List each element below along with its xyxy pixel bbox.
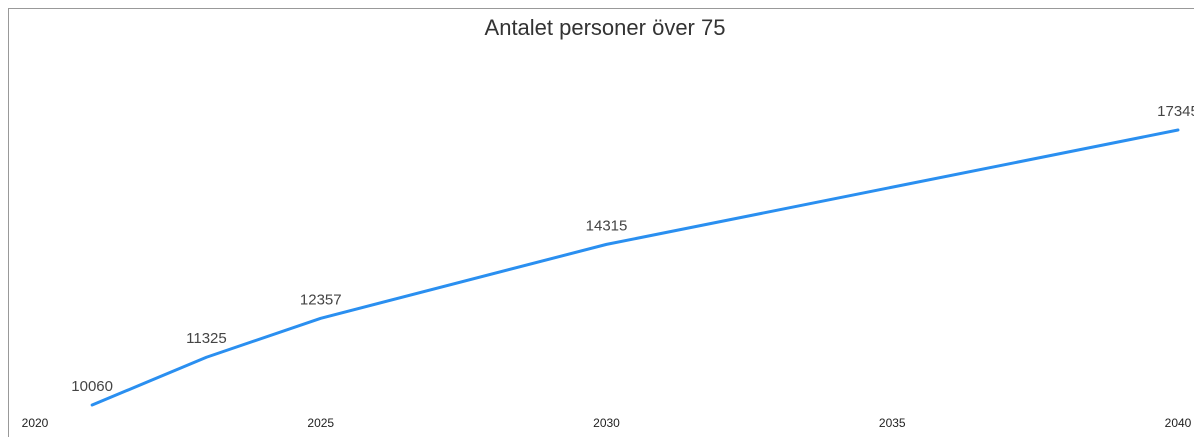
data-label: 10060 — [71, 378, 113, 395]
data-label: 14315 — [586, 217, 628, 234]
data-label: 12357 — [300, 291, 342, 308]
x-tick-label: 2040 — [1165, 416, 1192, 430]
x-tick-label: 2025 — [307, 416, 334, 430]
chart-title: Antalet personer över 75 — [485, 15, 726, 40]
data-label: 11325 — [186, 330, 227, 347]
x-tick-label: 2030 — [593, 416, 620, 430]
chart-frame — [8, 8, 1194, 437]
data-label: 17345 — [1157, 103, 1194, 120]
x-tick-label: 2035 — [879, 416, 906, 430]
x-tick-label: 2020 — [22, 416, 49, 430]
data-line — [90, 128, 1180, 407]
